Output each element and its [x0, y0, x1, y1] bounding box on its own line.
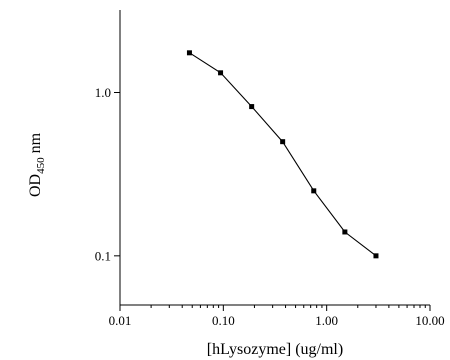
x-axis-ticks: 0.01 0.10 1.00 10.00	[109, 305, 445, 328]
data-point	[373, 253, 379, 259]
data-point	[249, 104, 255, 110]
x-tick-label: 0.10	[212, 313, 235, 328]
x-axis-label: [hLysozyme] (ug/ml)	[207, 341, 343, 358]
y-tick-label: 0.1	[95, 248, 111, 263]
x-tick-label: 0.01	[109, 313, 132, 328]
data-point	[280, 139, 286, 145]
y-axis-label-suffix: nm	[27, 132, 44, 157]
data-point	[342, 229, 348, 235]
y-axis-label: OD450 nm	[27, 132, 47, 197]
series-points	[186, 50, 379, 259]
y-axis-label-main: OD	[27, 174, 44, 197]
data-point	[311, 188, 317, 194]
y-tick-label: 1.0	[95, 85, 111, 100]
x-tick-label: 10.00	[415, 313, 444, 328]
plot-area: 0.01 0.10 1.00 10.00 0.1 1.0	[95, 10, 445, 328]
series-line	[189, 52, 377, 257]
y-axis-ticks: 0.1 1.0	[95, 85, 120, 263]
data-point	[218, 70, 224, 76]
y-axis-label-subscript: 450	[35, 157, 47, 174]
x-tick-label: 1.00	[315, 313, 338, 328]
data-point	[186, 50, 192, 56]
